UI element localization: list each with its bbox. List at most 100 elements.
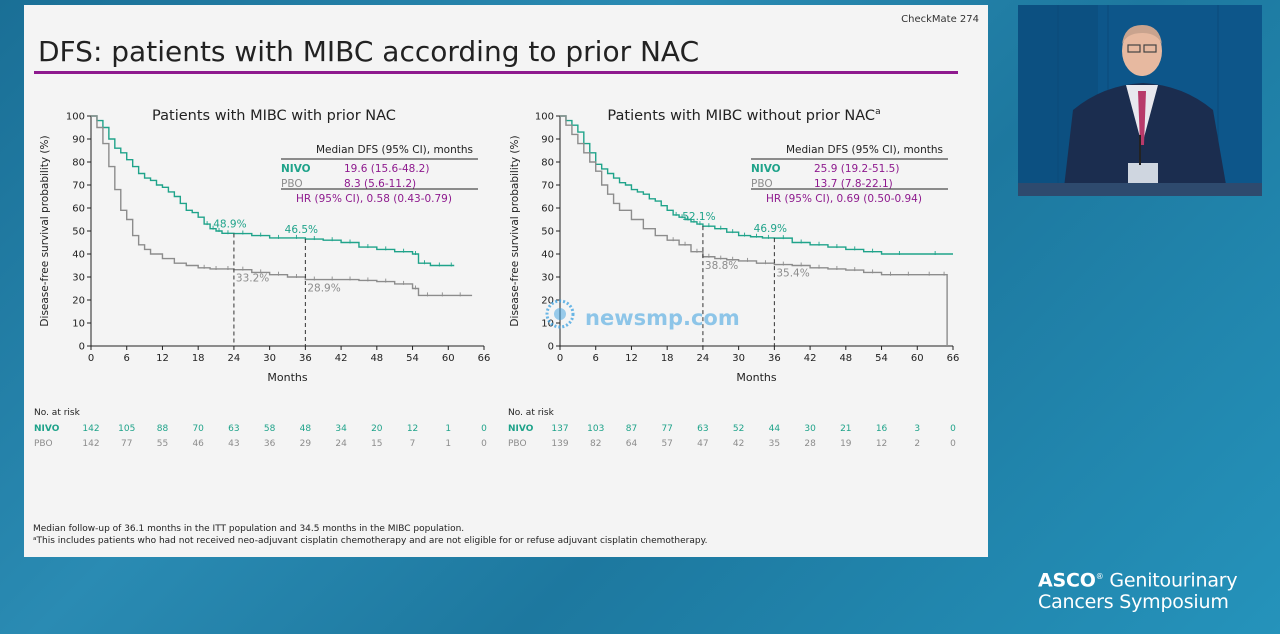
risk-row-label-pbo: PBO (508, 439, 527, 449)
risk-cell-pbo: 43 (228, 439, 239, 449)
x-axis-label: Months (267, 371, 307, 384)
annotation-pbo: 28.9% (307, 283, 340, 295)
risk-row-label-nivo: NIVO (508, 424, 534, 434)
speaker-video (1018, 5, 1262, 196)
title-underline (34, 71, 958, 74)
risk-cell-nivo: 103 (587, 424, 604, 434)
x-axis-label: Months (736, 371, 776, 384)
risk-cell-nivo: 88 (157, 424, 169, 434)
y-tick-label: 90 (72, 135, 85, 146)
y-tick-label: 20 (541, 296, 554, 307)
risk-cell-pbo: 2 (914, 439, 920, 449)
x-tick-label: 0 (557, 353, 563, 364)
risk-cell-pbo: 12 (876, 439, 887, 449)
risk-cell-pbo: 28 (804, 439, 816, 449)
legend-header: Median DFS (95% CI), months (786, 144, 943, 156)
x-tick-label: 12 (625, 353, 638, 364)
y-tick-label: 50 (541, 227, 554, 238)
annotation-pbo: 33.2% (236, 273, 269, 285)
legend-value-pbo: 8.3 (5.6-11.2) (344, 178, 416, 190)
footnote-a: ᵃThis includes patients who had not rece… (33, 536, 708, 546)
risk-cell-pbo: 57 (661, 439, 672, 449)
risk-cell-pbo: 82 (590, 439, 601, 449)
y-tick-label: 90 (541, 135, 554, 146)
x-tick-label: 18 (192, 353, 205, 364)
annotation-pbo: 38.8% (705, 260, 738, 272)
series-line-nivo (91, 115, 455, 267)
legend-name-pbo: PBO (281, 178, 303, 190)
km-chart-without-prior-nac: Patients with MIBC without prior NACa 0 10… (508, 107, 959, 449)
y-tick-label: 100 (66, 112, 85, 123)
x-tick-label: 42 (335, 353, 348, 364)
risk-cell-nivo: 21 (840, 424, 851, 434)
risk-cell-nivo: 16 (876, 424, 888, 434)
x-tick-label: 66 (947, 353, 960, 364)
risk-row-label-pbo: PBO (34, 439, 53, 449)
risk-cell-nivo: 3 (914, 424, 920, 434)
risk-cell-nivo: 48 (300, 424, 312, 434)
legend-value-nivo: 25.9 (19.2-51.5) (814, 163, 899, 175)
x-tick-label: 12 (156, 353, 169, 364)
y-tick-label: 40 (72, 250, 85, 261)
risk-cell-pbo: 7 (410, 439, 416, 449)
brand-symposium: Cancers Symposium (1038, 591, 1229, 614)
footnote-followup: Median follow-up of 36.1 months in the I… (33, 524, 464, 534)
hazard-ratio: HR (95% CI), 0.58 (0.43-0.79) (296, 193, 452, 205)
risk-cell-nivo: 70 (192, 424, 204, 434)
legend-name-nivo: NIVO (751, 163, 781, 175)
risk-cell-nivo: 58 (264, 424, 276, 434)
km-chart-prior-nac: Patients with MIBC with prior NAC0102030… (34, 108, 490, 449)
y-tick-label: 80 (72, 158, 85, 169)
legend-name-pbo: PBO (751, 178, 773, 190)
x-tick-label: 30 (263, 353, 276, 364)
risk-cell-nivo: 20 (371, 424, 383, 434)
x-tick-label: 36 (299, 353, 312, 364)
annotation-pbo: 35.4% (776, 268, 809, 280)
x-tick-label: 42 (804, 353, 817, 364)
x-tick-label: 60 (911, 353, 924, 364)
risk-cell-pbo: 1 (445, 439, 451, 449)
y-tick-label: 10 (541, 319, 554, 330)
x-tick-label: 0 (88, 353, 94, 364)
risk-cell-pbo: 47 (697, 439, 708, 449)
risk-cell-pbo: 46 (192, 439, 204, 449)
x-tick-label: 24 (228, 353, 241, 364)
risk-cell-pbo: 24 (335, 439, 347, 449)
series-line-pbo (560, 115, 948, 346)
x-tick-label: 30 (732, 353, 745, 364)
risk-cell-pbo: 35 (769, 439, 780, 449)
risk-cell-pbo: 42 (733, 439, 744, 449)
risk-cell-pbo: 36 (264, 439, 276, 449)
y-tick-label: 40 (541, 250, 554, 261)
x-tick-label: 66 (478, 353, 491, 364)
brand-asco: ASCO (1038, 569, 1096, 592)
x-tick-label: 48 (370, 353, 383, 364)
slide-canvas: CheckMate 274 DFS: patients with MIBC ac… (33, 14, 979, 546)
risk-cell-nivo: 142 (82, 424, 99, 434)
y-tick-label: 60 (541, 204, 554, 215)
x-tick-label: 6 (593, 353, 599, 364)
y-axis-label: Disease-free survival probability (%) (39, 135, 51, 326)
series-line-pbo (91, 115, 473, 297)
y-tick-label: 100 (535, 112, 554, 123)
risk-cell-nivo: 44 (769, 424, 781, 434)
slide-title: DFS: patients with MIBC according to pri… (38, 35, 699, 68)
risk-cell-pbo: 0 (481, 439, 487, 449)
x-tick-label: 36 (768, 353, 781, 364)
risk-cell-pbo: 15 (371, 439, 382, 449)
risk-cell-pbo: 29 (300, 439, 312, 449)
x-tick-label: 48 (839, 353, 852, 364)
annotation-nivo: 48.9% (213, 219, 246, 231)
risk-cell-pbo: 0 (950, 439, 956, 449)
x-tick-label: 24 (697, 353, 710, 364)
hazard-ratio: HR (95% CI), 0.69 (0.50-0.94) (766, 193, 922, 205)
y-tick-label: 30 (72, 273, 85, 284)
speaker-image (1018, 5, 1262, 196)
risk-cell-pbo: 19 (840, 439, 852, 449)
legend-value-nivo: 19.6 (15.6-48.2) (344, 163, 429, 175)
risk-cell-nivo: 105 (118, 424, 135, 434)
y-tick-label: 30 (541, 273, 554, 284)
x-tick-label: 18 (661, 353, 674, 364)
y-tick-label: 10 (72, 319, 85, 330)
brand-genitourinary: Genitourinary (1109, 569, 1238, 592)
